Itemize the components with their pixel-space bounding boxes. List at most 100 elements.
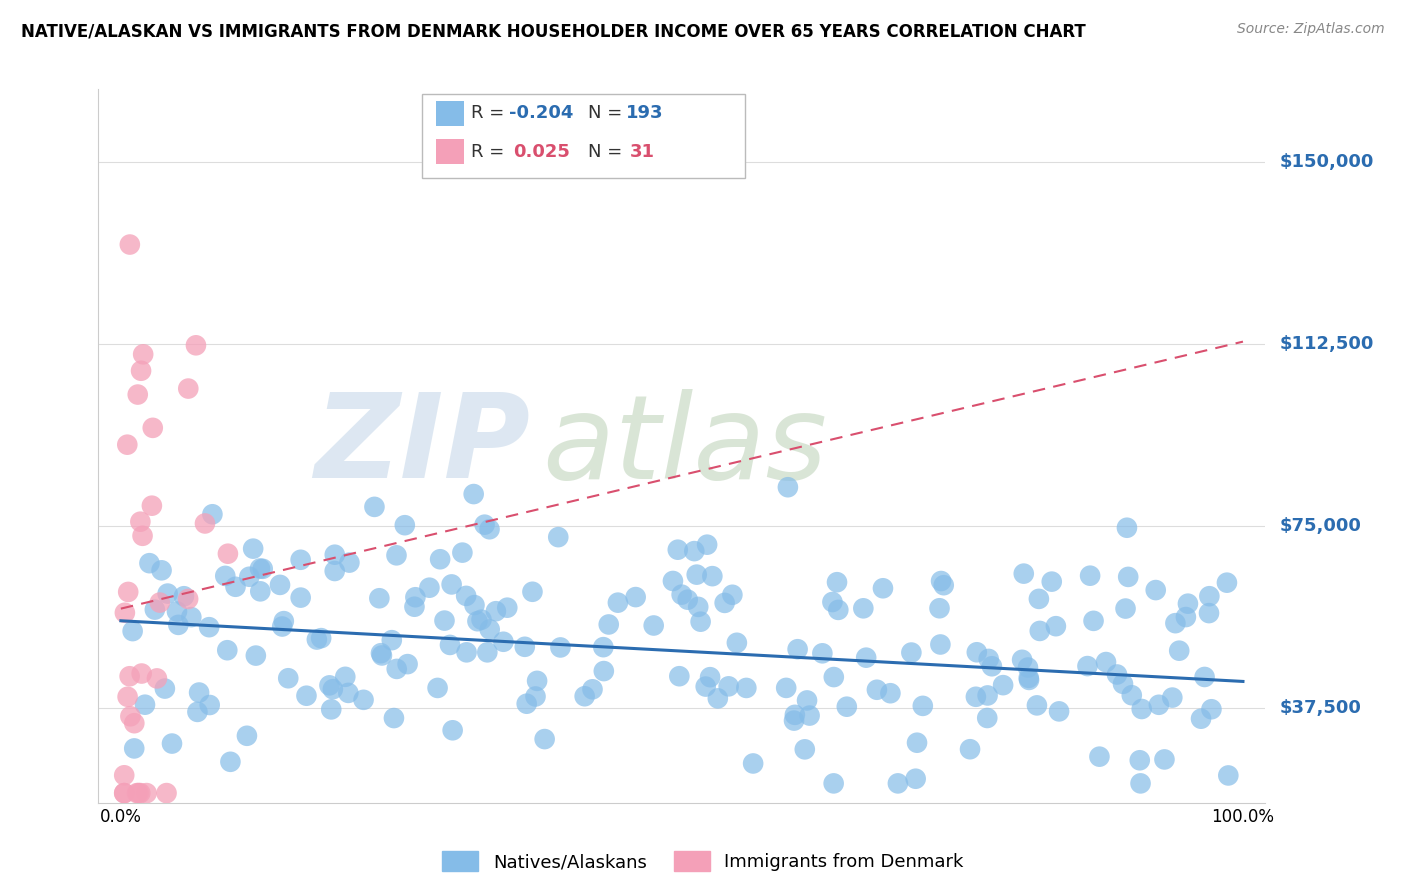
Text: NATIVE/ALASKAN VS IMMIGRANTS FROM DENMARK HOUSEHOLDER INCOME OVER 65 YEARS CORRE: NATIVE/ALASKAN VS IMMIGRANTS FROM DENMAR… — [21, 22, 1085, 40]
Point — [1129, 753, 1152, 767]
Point — [112, 768, 135, 782]
Point — [112, 786, 135, 800]
Point — [835, 699, 858, 714]
Point — [323, 548, 346, 562]
Point — [225, 580, 247, 594]
Point — [337, 686, 360, 700]
Point — [131, 666, 153, 681]
Text: $150,000: $150,000 — [1279, 153, 1374, 171]
Point — [295, 689, 318, 703]
Point — [478, 522, 501, 536]
Point — [439, 638, 461, 652]
Text: Source: ZipAtlas.com: Source: ZipAtlas.com — [1237, 22, 1385, 37]
Point — [441, 723, 464, 738]
Point — [823, 776, 845, 790]
Text: $112,500: $112,500 — [1279, 335, 1374, 353]
Point — [433, 614, 456, 628]
Point — [522, 584, 544, 599]
Point — [120, 709, 142, 723]
Point — [689, 615, 711, 629]
Text: R =: R = — [471, 143, 510, 161]
Point — [904, 772, 927, 786]
Point — [186, 705, 208, 719]
Point — [643, 618, 665, 632]
Point — [932, 578, 955, 592]
Point — [188, 685, 211, 699]
Point — [775, 681, 797, 695]
Point — [114, 606, 136, 620]
Point — [143, 602, 166, 616]
Point — [688, 599, 710, 614]
Point — [725, 636, 748, 650]
Point — [451, 546, 474, 560]
Point — [1147, 698, 1170, 712]
Point — [686, 567, 709, 582]
Point — [900, 646, 922, 660]
Point — [1201, 702, 1223, 716]
Point — [676, 592, 699, 607]
Text: -0.204: -0.204 — [509, 104, 574, 122]
Point — [118, 669, 141, 683]
Point — [581, 682, 603, 697]
Point — [966, 645, 988, 659]
Point — [1012, 566, 1035, 581]
Point — [799, 708, 821, 723]
Point — [321, 702, 343, 716]
Point — [526, 673, 548, 688]
Point — [496, 600, 519, 615]
Point — [217, 547, 239, 561]
Point — [385, 549, 408, 563]
Point — [1029, 624, 1052, 638]
Point — [872, 581, 894, 595]
Point — [201, 508, 224, 522]
Point — [198, 698, 221, 712]
Point — [1040, 574, 1063, 589]
Point — [980, 659, 1002, 673]
Point — [1083, 614, 1105, 628]
Point — [456, 589, 478, 603]
Point — [322, 682, 344, 697]
Point — [1028, 591, 1050, 606]
Legend: Natives/Alaskans, Immigrants from Denmark: Natives/Alaskans, Immigrants from Denmar… — [434, 844, 972, 879]
Point — [160, 737, 183, 751]
Point — [976, 711, 998, 725]
Point — [339, 556, 361, 570]
Text: N =: N = — [588, 143, 627, 161]
Point — [1011, 653, 1033, 667]
Point — [1216, 575, 1239, 590]
Point — [238, 570, 260, 584]
Point — [335, 670, 357, 684]
Point — [236, 729, 259, 743]
Point — [368, 591, 391, 606]
Point — [624, 590, 647, 604]
Point — [592, 664, 614, 678]
Point — [404, 591, 426, 605]
Point — [394, 518, 416, 533]
Point — [976, 689, 998, 703]
Point — [905, 736, 928, 750]
Point — [177, 591, 200, 606]
Point — [695, 680, 717, 694]
Point — [309, 631, 332, 645]
Point — [381, 633, 404, 648]
Point — [318, 678, 340, 692]
Point — [141, 499, 163, 513]
Point — [696, 538, 718, 552]
Point — [290, 553, 312, 567]
Point — [249, 584, 271, 599]
Point — [977, 652, 1000, 666]
Point — [1161, 690, 1184, 705]
Point — [177, 382, 200, 396]
Point — [1088, 749, 1111, 764]
Point — [742, 756, 765, 771]
Point — [1018, 671, 1040, 685]
Point — [429, 552, 451, 566]
Point — [1144, 583, 1167, 598]
Text: N =: N = — [588, 104, 627, 122]
Point — [117, 438, 139, 452]
Point — [721, 588, 744, 602]
Point — [1116, 521, 1139, 535]
Point — [550, 640, 572, 655]
Point — [252, 562, 274, 576]
Point — [866, 682, 889, 697]
